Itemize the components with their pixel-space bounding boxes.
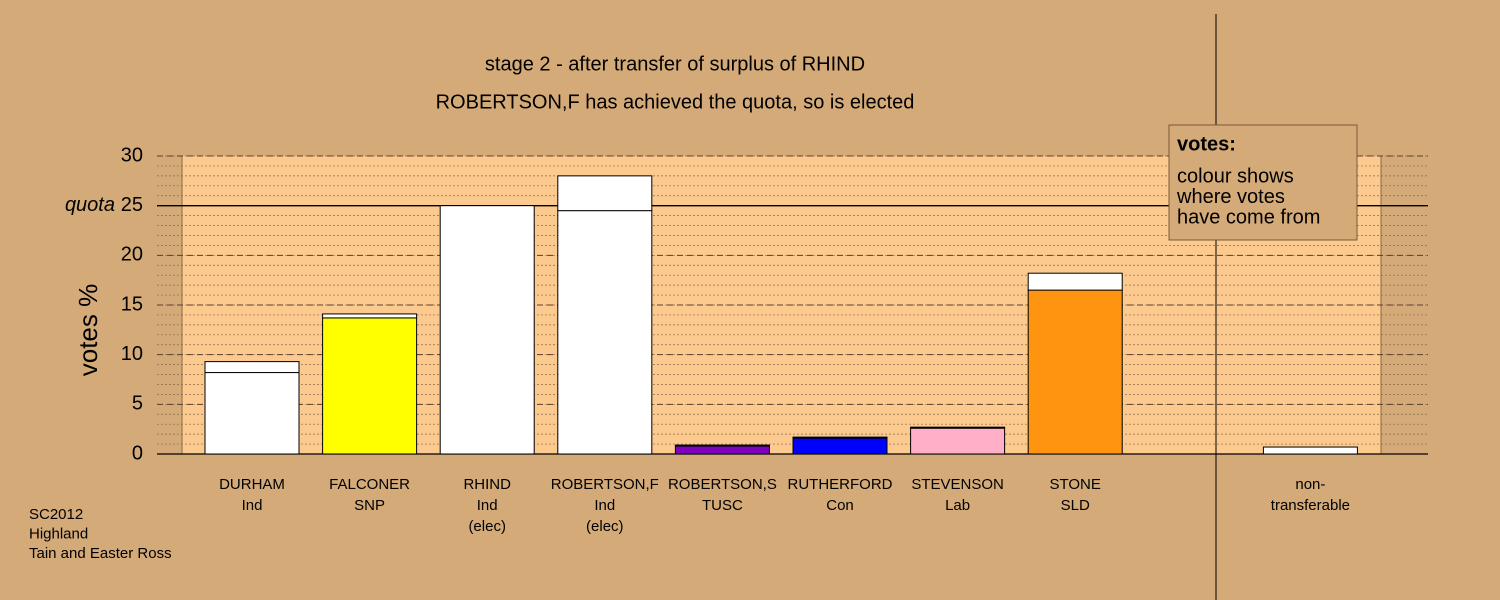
x-tick-label: SNP <box>354 497 385 514</box>
legend-box <box>1168 124 1358 241</box>
y-tick-label: 15 <box>121 293 143 315</box>
x-tick-label: ROBERTSON,S <box>668 476 777 493</box>
legend-text: have come from <box>1177 206 1320 228</box>
x-tick-label: Lab <box>945 497 970 514</box>
x-tick-label: Con <box>826 497 854 514</box>
x-tick-label: Ind <box>242 497 263 514</box>
y-axis-label: votes % <box>73 284 103 377</box>
y-tick-label: 5 <box>132 393 143 415</box>
y-tick-label: 30 <box>121 144 143 166</box>
legend-text: colour shows <box>1177 165 1294 187</box>
x-tick-label: STEVENSON <box>911 476 1004 493</box>
bar-segment <box>557 175 653 212</box>
bar-segment <box>1027 272 1123 291</box>
x-tick-label: TUSC <box>702 497 743 514</box>
bar-segment <box>792 437 888 455</box>
y-tick-label: 0 <box>132 442 143 464</box>
x-tick-label: RHIND <box>463 476 511 493</box>
x-tick-label: transferable <box>1271 497 1350 514</box>
legend-text: where votes <box>1176 186 1285 208</box>
bar-segment <box>910 427 1006 455</box>
chart-title: stage 2 - after transfer of surplus of R… <box>485 53 865 75</box>
x-tick-label: SLD <box>1061 497 1090 514</box>
bar-segment <box>204 361 300 374</box>
x-tick-label: non- <box>1295 476 1325 493</box>
y-tick-label: 10 <box>121 343 143 365</box>
footer-text: Highland <box>29 525 88 542</box>
bar-segment <box>1027 289 1123 455</box>
x-tick-label: RUTHERFORD <box>788 476 893 493</box>
bar-segment <box>674 444 770 447</box>
bar-segment <box>322 317 418 455</box>
legend-title: votes: <box>1177 133 1236 155</box>
x-tick-label: STONE <box>1049 476 1100 493</box>
bar-segment <box>792 436 888 439</box>
x-tick-label: ROBERTSON,F <box>551 476 659 493</box>
y-tick-label: 25 <box>121 194 143 216</box>
y-tick-label: 20 <box>121 244 143 266</box>
x-tick-label: (elec) <box>468 518 506 535</box>
bar-segment <box>910 426 1006 429</box>
x-tick-label: Ind <box>594 497 615 514</box>
footer-text: Tain and Easter Ross <box>29 545 172 562</box>
chart-subtitle: ROBERTSON,F has achieved the quota, so i… <box>436 91 915 113</box>
bar-segment <box>557 210 653 455</box>
x-tick-label: DURHAM <box>219 476 285 493</box>
footer-text: SC2012 <box>29 506 83 523</box>
bar-segment <box>1262 446 1358 455</box>
x-tick-label: Ind <box>477 497 498 514</box>
x-tick-label: FALCONER <box>329 476 410 493</box>
bar-segment <box>322 313 418 319</box>
quota-label: quota <box>65 194 115 216</box>
bar-segment <box>674 445 770 455</box>
bar-segment <box>439 205 535 455</box>
bar-segment <box>204 372 300 455</box>
x-tick-label: (elec) <box>586 518 624 535</box>
